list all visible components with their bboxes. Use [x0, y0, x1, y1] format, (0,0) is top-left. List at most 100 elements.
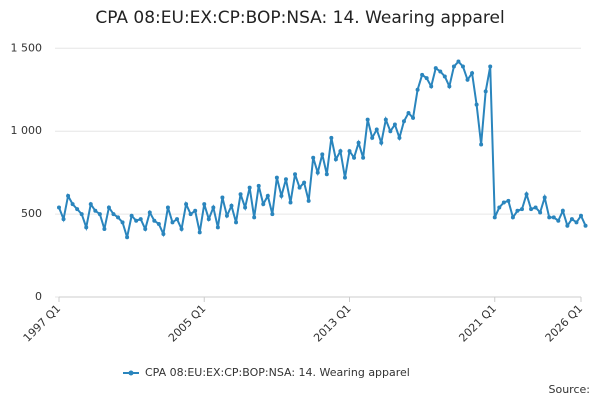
- point: [338, 149, 343, 154]
- point: [456, 59, 461, 64]
- legend-marker: [128, 370, 134, 376]
- point: [61, 217, 66, 222]
- legend-label: CPA 08:EU:EX:CP:BOP:NSA: 14. Wearing app…: [145, 366, 410, 379]
- chart-title: CPA 08:EU:EX:CP:BOP:NSA: 14. Wearing app…: [95, 8, 504, 28]
- y-tick-label: 1 000: [11, 124, 43, 137]
- point: [415, 87, 420, 92]
- point: [120, 220, 125, 225]
- point: [519, 207, 524, 212]
- point: [229, 203, 234, 208]
- point: [243, 205, 248, 210]
- point: [538, 210, 543, 215]
- point: [547, 215, 552, 220]
- point: [329, 135, 334, 140]
- point: [583, 223, 588, 228]
- point: [134, 218, 139, 223]
- point: [270, 212, 275, 217]
- point: [551, 215, 556, 220]
- point: [497, 205, 502, 210]
- source-label: Source:: [549, 383, 591, 396]
- point: [70, 202, 75, 207]
- point: [556, 218, 561, 223]
- point: [165, 205, 170, 210]
- point: [57, 205, 61, 210]
- point: [102, 227, 107, 232]
- point: [156, 222, 161, 227]
- point: [111, 212, 116, 217]
- point: [306, 198, 311, 203]
- point: [383, 117, 388, 122]
- point: [234, 220, 239, 225]
- point: [501, 200, 506, 205]
- point: [315, 170, 320, 175]
- point: [379, 140, 384, 145]
- point: [288, 200, 293, 205]
- point: [438, 69, 443, 74]
- point: [75, 207, 80, 212]
- point: [470, 71, 475, 76]
- point: [125, 235, 130, 240]
- point: [274, 175, 279, 180]
- y-tick-label: 1 500: [11, 41, 43, 54]
- x-tick-label: 2013 Q1: [311, 302, 354, 345]
- point: [529, 207, 534, 212]
- point: [465, 77, 470, 82]
- point: [560, 208, 565, 213]
- series-line: [58, 60, 587, 238]
- point: [411, 115, 416, 120]
- point: [320, 152, 325, 157]
- point: [279, 193, 284, 198]
- point: [374, 127, 379, 132]
- point: [297, 185, 302, 190]
- point: [211, 205, 216, 210]
- point: [188, 212, 193, 217]
- point: [170, 220, 175, 225]
- point: [397, 135, 402, 140]
- point: [524, 192, 529, 197]
- point: [143, 227, 148, 232]
- x-tick-label: 2026 Q1: [543, 302, 586, 345]
- point: [574, 220, 579, 225]
- point: [252, 215, 257, 220]
- point: [202, 202, 207, 207]
- point: [515, 208, 520, 213]
- point: [424, 76, 429, 81]
- point: [388, 129, 393, 134]
- point: [479, 142, 484, 147]
- point: [347, 149, 352, 154]
- point: [152, 218, 157, 223]
- point: [447, 84, 452, 89]
- point: [265, 193, 270, 198]
- point: [565, 223, 570, 228]
- x-tick-label: 1997 Q1: [21, 302, 64, 345]
- point: [256, 183, 261, 188]
- y-tick-label: 500: [21, 207, 42, 220]
- point: [215, 225, 220, 230]
- point: [224, 213, 229, 218]
- point: [84, 225, 89, 230]
- point: [342, 175, 347, 180]
- point: [247, 185, 252, 190]
- point: [510, 215, 515, 220]
- point: [506, 198, 511, 203]
- point: [161, 231, 166, 236]
- point: [147, 210, 152, 215]
- point: [569, 217, 574, 222]
- point: [420, 72, 425, 77]
- point: [106, 205, 111, 210]
- point: [392, 122, 397, 127]
- point: [433, 66, 438, 71]
- point: [116, 215, 121, 220]
- point: [333, 157, 338, 162]
- point: [311, 155, 316, 160]
- point: [492, 215, 497, 220]
- point: [356, 140, 361, 145]
- point: [175, 217, 180, 222]
- point: [193, 208, 198, 213]
- point: [442, 74, 447, 79]
- point: [370, 135, 375, 140]
- point: [184, 202, 189, 207]
- x-tick-label: 2005 Q1: [166, 302, 209, 345]
- point: [451, 64, 456, 69]
